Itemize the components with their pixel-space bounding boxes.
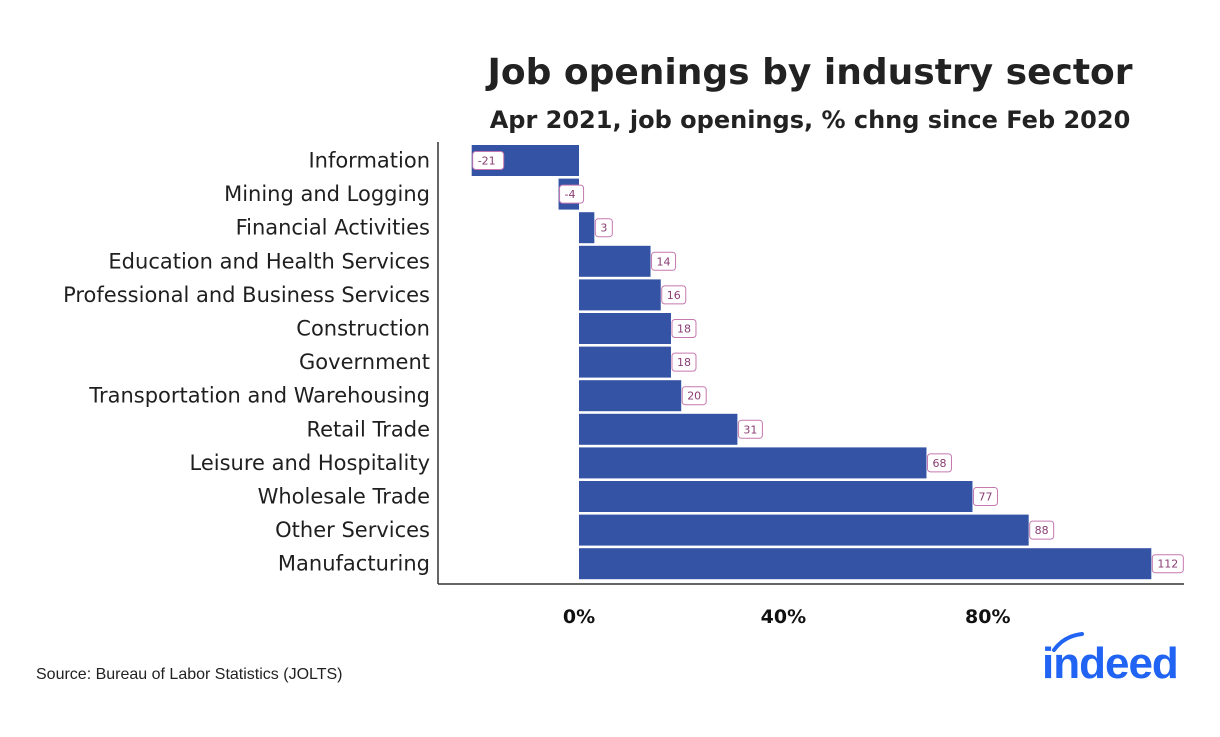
bars-layer (471, 145, 1152, 580)
data-label-text: 77 (978, 491, 992, 504)
x-tick-labels: 0% 40% 80% (563, 606, 1011, 628)
indeed-logo: indeed (1042, 632, 1179, 688)
bar (579, 346, 671, 378)
data-label-text: 16 (667, 289, 681, 302)
data-label-box (737, 419, 763, 439)
data-label-box (661, 285, 687, 305)
data-label-text: 18 (677, 323, 691, 336)
category-label: Education and Health Services (108, 249, 430, 273)
category-label: Manufacturing (278, 552, 430, 576)
data-label-box (1151, 554, 1184, 574)
data-label-box (651, 251, 677, 271)
data-label: 31 (737, 419, 763, 439)
data-label-text: 112 (1157, 558, 1178, 571)
bar (579, 212, 595, 244)
category-label: Other Services (275, 518, 430, 542)
data-label: 16 (661, 285, 687, 305)
data-label-box (926, 453, 952, 473)
data-label-box (671, 352, 697, 372)
data-label-text: 68 (932, 457, 946, 470)
data-label: 20 (681, 386, 707, 406)
category-label: Wholesale Trade (258, 485, 430, 509)
chart-subtitle: Apr 2021, job openings, % chng since Feb… (490, 106, 1131, 134)
x-tick-label: 40% (761, 606, 806, 628)
x-tick-label: 0% (563, 606, 595, 628)
data-label: 3 (594, 218, 613, 238)
data-label: 18 (671, 319, 697, 338)
category-label: Government (299, 350, 430, 374)
bar (579, 279, 661, 311)
data-label-text: -4 (565, 188, 576, 201)
category-label: Construction (296, 317, 430, 341)
bar (579, 514, 1029, 546)
bar (579, 380, 682, 412)
data-label: -21 (472, 151, 505, 170)
data-label: 18 (671, 352, 697, 372)
source-note: Source: Bureau of Labor Statistics (JOLT… (36, 666, 343, 683)
data-label-box (594, 218, 613, 238)
logo-text: indeed (1042, 639, 1178, 688)
category-label: Mining and Logging (224, 182, 430, 206)
data-label: 14 (651, 251, 677, 271)
data-label: 88 (1029, 520, 1055, 540)
category-label: Retail Trade (306, 417, 430, 441)
data-label-box (671, 319, 697, 338)
data-label-box (472, 151, 505, 170)
category-label: Information (308, 149, 430, 173)
bar (579, 245, 651, 277)
value-labels: -21 -4 3 14 16 18 18 20 31 68 77 88 112 (472, 151, 1184, 574)
bar (579, 447, 927, 479)
chart-title: Job openings by industry sector (484, 52, 1132, 93)
data-label: 68 (926, 453, 952, 473)
bar (579, 313, 671, 344)
data-label-text: 3 (600, 222, 607, 235)
data-label-text: 20 (687, 390, 701, 403)
data-label-box (972, 487, 998, 506)
data-label-text: 31 (743, 423, 757, 436)
category-labels: Information Mining and Logging Financial A… (63, 149, 430, 576)
category-label: Financial Activities (236, 216, 430, 240)
data-label: 112 (1151, 554, 1184, 574)
data-label-box (559, 184, 585, 204)
category-label: Transportation and Warehousing (88, 384, 430, 408)
data-label-box (1029, 520, 1055, 540)
bar (579, 481, 973, 512)
data-label-text: 88 (1035, 524, 1049, 537)
data-label-text: 18 (677, 356, 691, 369)
data-label: -4 (559, 184, 585, 204)
logo-swoosh-icon (1052, 632, 1084, 652)
category-label: Leisure and Hospitality (190, 451, 430, 475)
bar (579, 413, 738, 445)
data-label-box (681, 386, 707, 406)
data-label: 77 (972, 487, 998, 506)
data-label-text: -21 (478, 155, 496, 168)
x-tick-label: 80% (965, 606, 1010, 628)
category-label: Professional and Business Services (63, 283, 430, 307)
data-label-text: 14 (657, 255, 671, 268)
bar (579, 548, 1152, 580)
